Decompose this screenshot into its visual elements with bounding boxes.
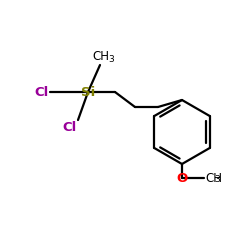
Text: CH: CH bbox=[92, 50, 110, 63]
Text: Cl: Cl bbox=[63, 121, 77, 134]
Text: CH: CH bbox=[205, 172, 222, 184]
Text: Cl: Cl bbox=[35, 86, 49, 98]
Text: O: O bbox=[176, 172, 188, 184]
Text: Si: Si bbox=[81, 86, 95, 98]
Text: 3: 3 bbox=[214, 175, 220, 184]
Text: 3: 3 bbox=[108, 55, 114, 64]
